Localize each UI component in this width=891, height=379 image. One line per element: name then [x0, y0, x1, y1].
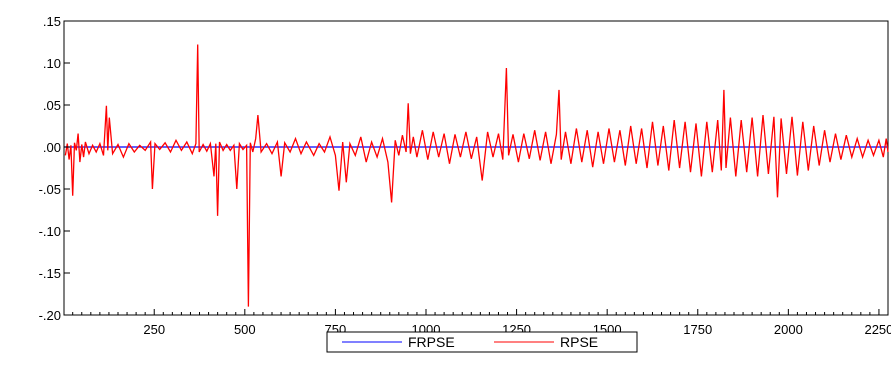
x-tick-label: 2000 [774, 322, 803, 337]
series-line-rpse [64, 44, 889, 307]
legend-label-rpse: RPSE [560, 334, 598, 350]
x-tick-label: 500 [234, 322, 256, 337]
y-tick-label: .00 [43, 140, 61, 155]
y-axis: .15 .10 .05 .00 -.05 -.10 -.15 -.20 [39, 14, 70, 323]
x-tick-label: 1750 [683, 322, 712, 337]
legend: FRPSE RPSE [326, 331, 638, 353]
legend-label-frpse: FRPSE [408, 334, 455, 350]
legend-box [326, 331, 638, 353]
plot-area [63, 20, 889, 316]
y-tick-label: -.05 [39, 182, 61, 197]
x-tick-label: 2250 [864, 322, 891, 337]
y-tick-label: .15 [43, 14, 61, 29]
y-tick-label: -.15 [39, 266, 61, 281]
series-group [64, 44, 889, 307]
plot-frame [63, 20, 889, 316]
y-tick-label: -.10 [39, 224, 61, 239]
y-tick-label: .10 [43, 56, 61, 71]
y-tick-label: .05 [43, 98, 61, 113]
y-tick-label: -.20 [39, 308, 61, 323]
x-tick-label: 250 [143, 322, 165, 337]
